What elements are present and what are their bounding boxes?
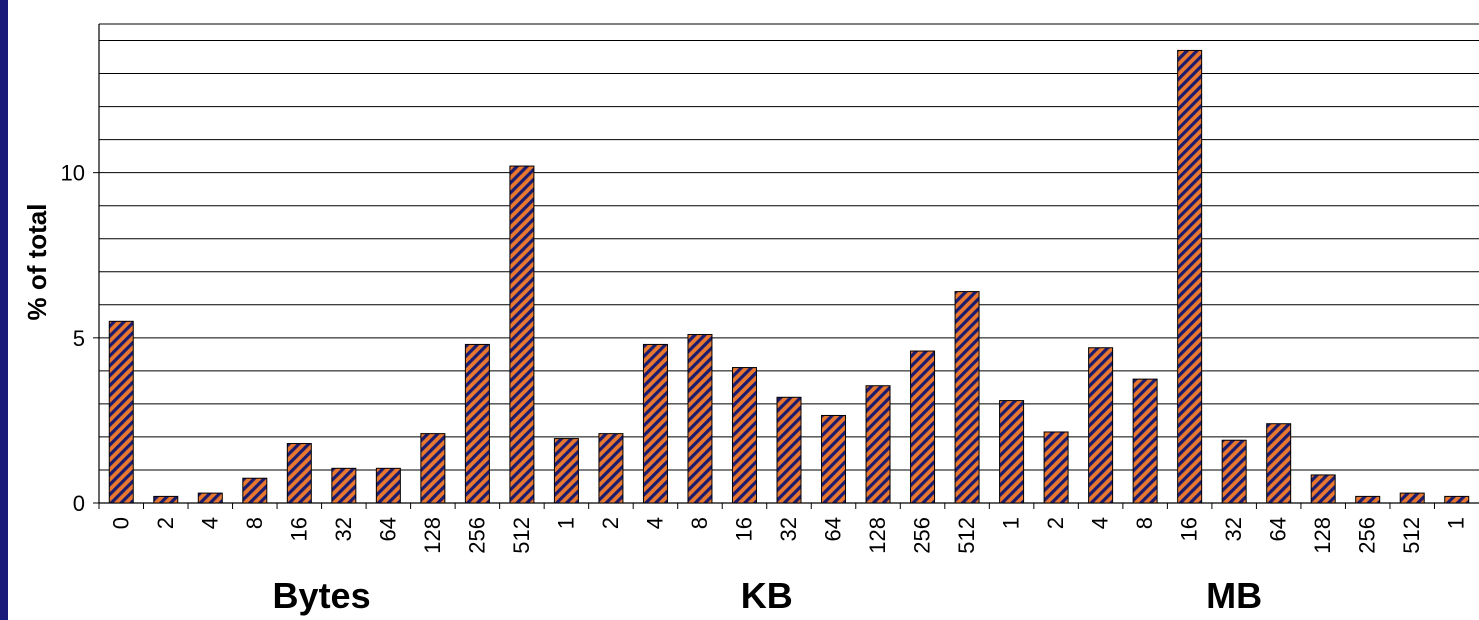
bar — [776, 396, 802, 504]
bar — [242, 477, 268, 504]
bar — [1132, 378, 1158, 504]
x-tick-label: 16 — [1177, 517, 1202, 541]
x-tick-label: 512 — [954, 517, 979, 554]
bar — [1088, 347, 1114, 504]
x-tick-label: 64 — [375, 517, 400, 541]
x-tick-label: 2 — [1043, 517, 1068, 529]
y-axis-label: % of total — [22, 204, 52, 321]
bar — [108, 320, 134, 504]
x-tick-label: 512 — [1399, 517, 1424, 554]
unit-group-labels: Bytes KB MB — [273, 575, 1263, 616]
bars — [108, 49, 1470, 504]
bar — [865, 385, 891, 504]
x-tick-label: 4 — [642, 517, 667, 529]
x-tick-label: 32 — [1221, 517, 1246, 541]
gridlines — [99, 23, 1479, 471]
unit-group-label: Bytes — [273, 575, 371, 616]
x-tick-label: 8 — [687, 517, 712, 529]
bar — [642, 343, 668, 504]
x-tick-label: 16 — [731, 517, 756, 541]
x-tick-label: 256 — [464, 517, 489, 554]
chart-panel: 0 2 4 8 16 32 64 128 256 512 1 2 4 8 16 32 64 128 256 512 1 2… — [8, 0, 1479, 620]
x-tick-label: 64 — [821, 517, 846, 541]
x-tick-label: 16 — [286, 517, 311, 541]
x-tick-label: 8 — [242, 517, 267, 529]
bar — [1221, 439, 1247, 504]
x-tick-label: 256 — [910, 517, 935, 554]
x-tick-label: 1 — [553, 517, 578, 529]
bar — [464, 343, 490, 504]
bar — [598, 433, 624, 504]
bar — [1043, 431, 1069, 504]
y-tick-labels: 0 5 10 — [61, 161, 85, 516]
bar — [954, 291, 980, 504]
x-tick-label: 4 — [197, 517, 222, 529]
x-tick-label: 2 — [598, 517, 623, 529]
bar — [731, 367, 757, 504]
x-tick-label: 2 — [153, 517, 178, 529]
x-tick-label: 64 — [1266, 517, 1291, 541]
bar — [153, 495, 179, 504]
x-tick-label: 128 — [1310, 517, 1335, 554]
x-tick-label: 0 — [108, 517, 133, 529]
y-tick-label: 10 — [61, 161, 85, 186]
bar — [286, 443, 312, 504]
bar — [821, 414, 847, 504]
x-tick-label: 512 — [509, 517, 534, 554]
y-tick-label: 0 — [73, 491, 85, 516]
unit-group-label: MB — [1206, 575, 1262, 616]
bar — [331, 467, 357, 504]
bar — [999, 400, 1025, 504]
file-size-distribution-chart: 0 2 4 8 16 32 64 128 256 512 1 2 4 8 16 32 64 128 256 512 1 2… — [22, 23, 1479, 616]
bar — [1266, 423, 1292, 504]
x-tick-label: 256 — [1355, 517, 1380, 554]
x-tick-label: 8 — [1132, 517, 1157, 529]
x-tick-label: 32 — [331, 517, 356, 541]
bar — [197, 492, 223, 504]
x-tick-label: 1 — [999, 517, 1024, 529]
unit-group-label: KB — [741, 575, 793, 616]
bar — [553, 438, 579, 504]
bar — [375, 467, 401, 504]
bar — [509, 165, 535, 504]
bar — [1444, 495, 1470, 504]
x-tick-label: 128 — [420, 517, 445, 554]
bar — [1310, 474, 1336, 504]
bar — [1399, 492, 1425, 504]
x-tick-label: 1 — [1444, 517, 1469, 529]
bar — [687, 334, 713, 504]
y-tick-label: 5 — [73, 326, 85, 351]
bar — [1177, 49, 1203, 504]
bar — [420, 433, 446, 504]
bar — [1355, 495, 1381, 504]
x-tick-labels: 0 2 4 8 16 32 64 128 256 512 1 2 4 8 16 32 64 128 256 512 1 2… — [108, 517, 1468, 554]
x-tick-label: 4 — [1088, 517, 1113, 529]
x-tick-label: 128 — [865, 517, 890, 554]
x-tick-label: 32 — [776, 517, 801, 541]
bar — [910, 350, 936, 504]
